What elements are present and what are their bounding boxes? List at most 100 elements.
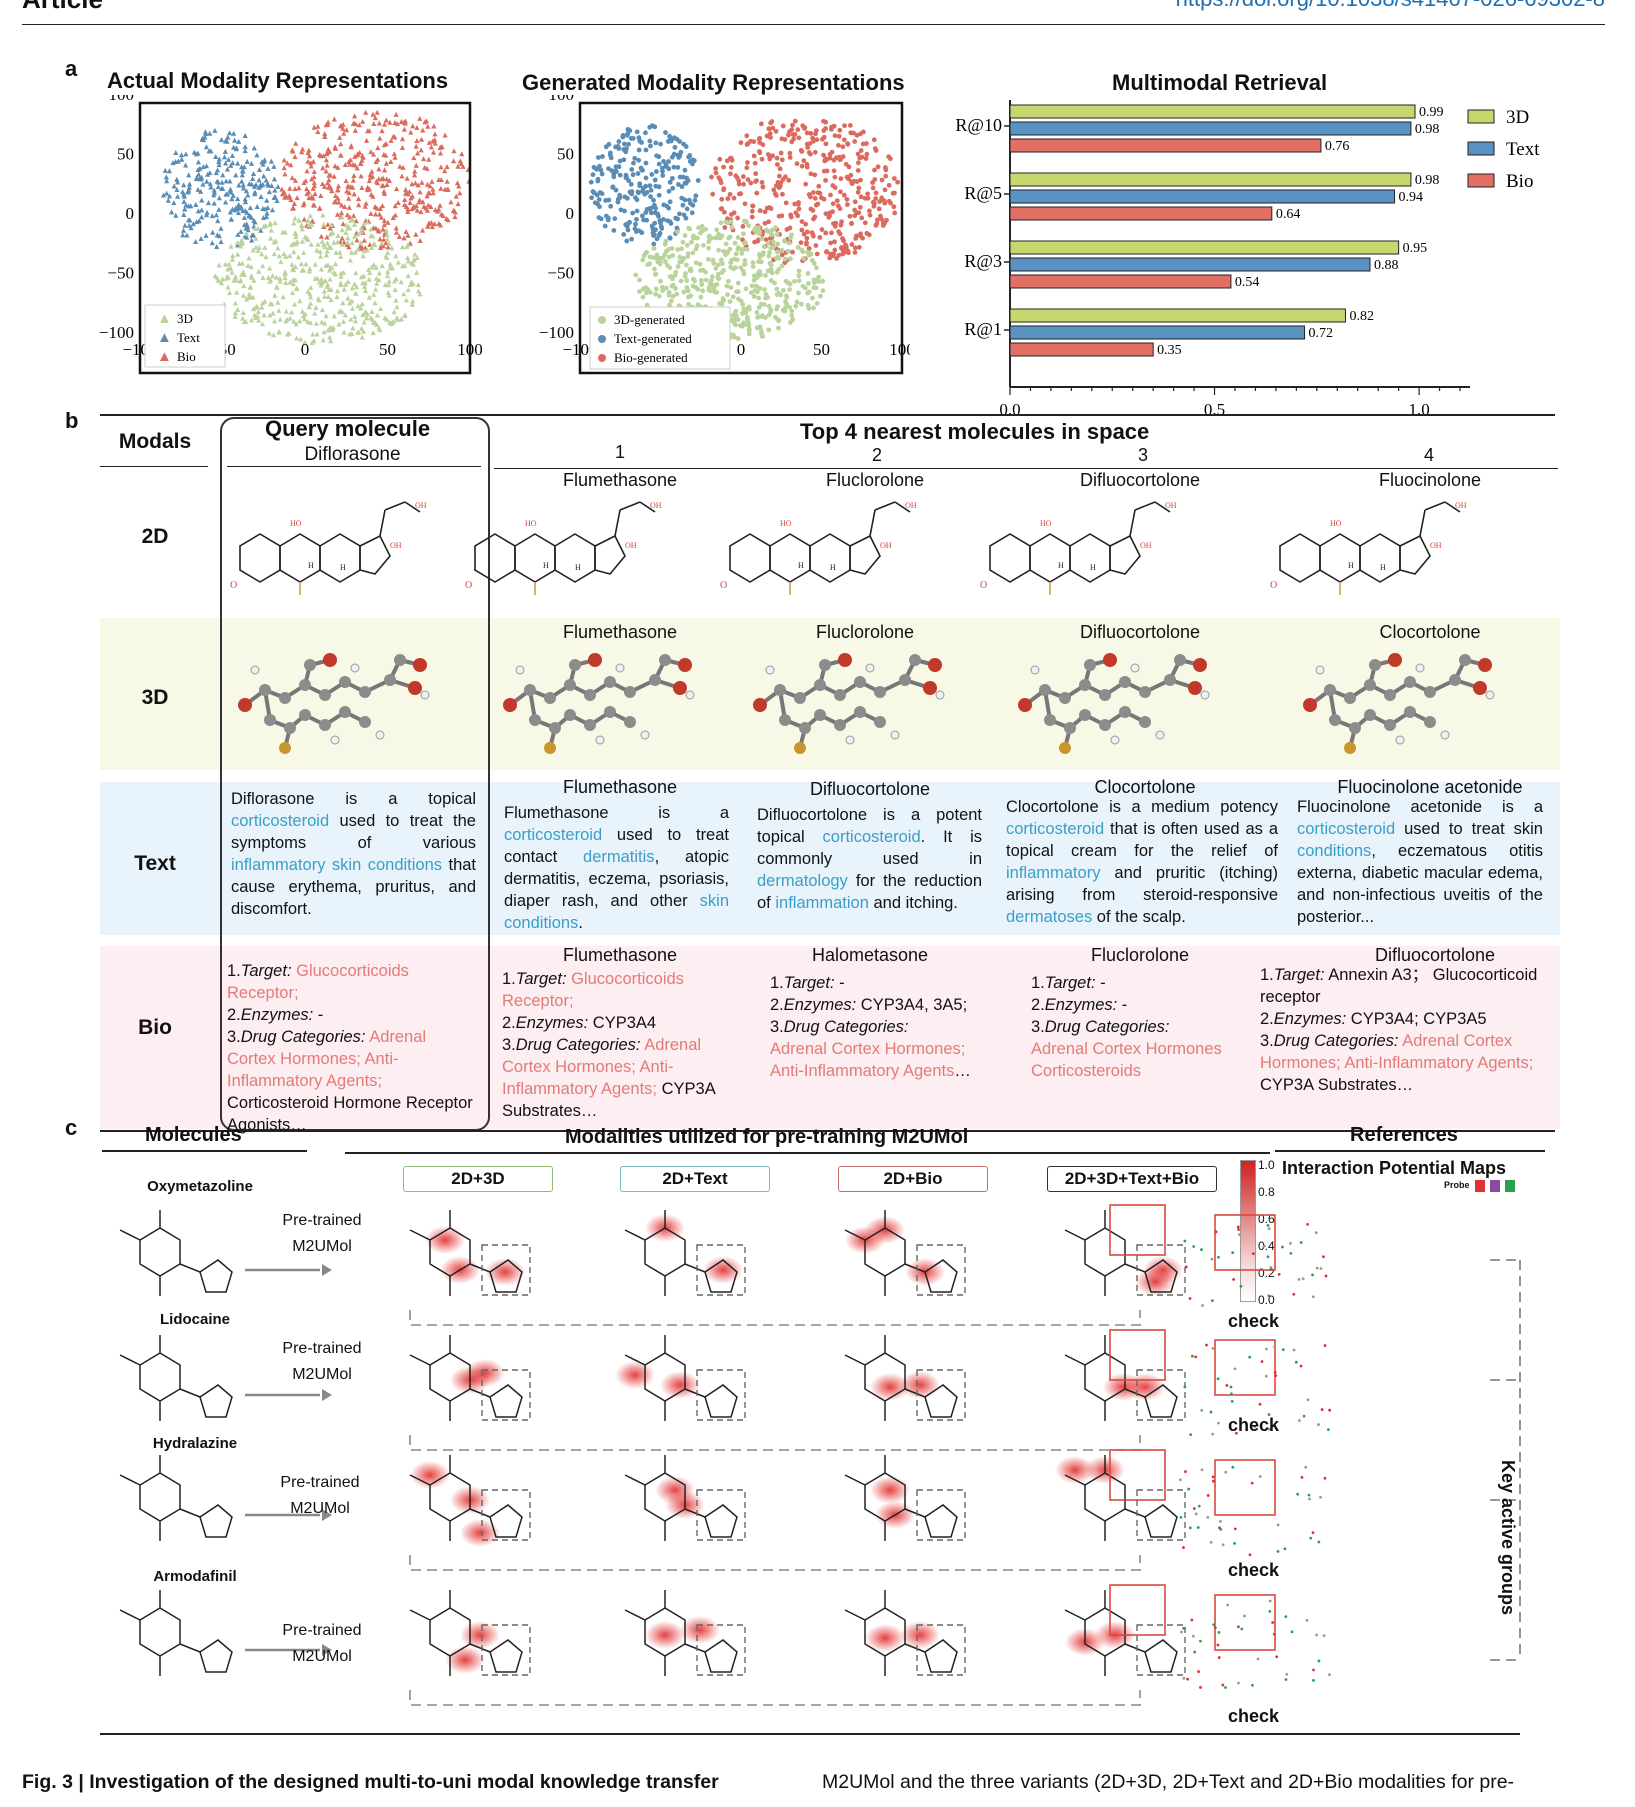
attention-hotspot <box>425 1226 465 1254</box>
interaction-dot <box>1243 1614 1246 1618</box>
interaction-dot <box>1302 1414 1306 1418</box>
attention-hotspot <box>445 1646 485 1674</box>
interaction-dot <box>1307 1493 1311 1497</box>
interaction-dot <box>1322 1255 1325 1259</box>
interaction-dot <box>1312 1679 1315 1682</box>
interaction-dot <box>1258 1475 1262 1478</box>
interaction-dot <box>1209 1410 1213 1414</box>
interaction-dot <box>1211 1432 1215 1436</box>
attention-colorbar <box>1240 1160 1256 1302</box>
interaction-dot <box>1238 1233 1241 1237</box>
legend-label: Bio <box>1506 171 1533 192</box>
interaction-dot <box>1285 1672 1289 1676</box>
name-3d-1: Flumethasone <box>562 622 678 642</box>
interaction-dot <box>1233 1367 1237 1371</box>
interaction-dot <box>1260 1360 1264 1363</box>
interaction-dot <box>1323 1476 1327 1480</box>
attention-hotspot <box>900 1621 940 1649</box>
interaction-dot <box>1217 1421 1220 1425</box>
attention-hotspot <box>1135 1268 1175 1296</box>
interaction-dot <box>1210 1299 1214 1303</box>
arrow-head <box>322 1509 332 1521</box>
ipm-title: Interaction Potential Maps <box>1282 1158 1507 1178</box>
tag-all: 2D+3D+Text+Bio <box>1047 1166 1217 1192</box>
interaction-dot <box>1306 1398 1310 1402</box>
bar-value-label: 0.54 <box>1235 275 1260 290</box>
interaction-dot <box>1211 1475 1215 1479</box>
arrow-head <box>322 1389 332 1401</box>
bar-value-label: 0.76 <box>1325 139 1350 154</box>
query-name: Diflorasone <box>304 444 401 465</box>
bar-value-label: 0.95 <box>1403 241 1428 256</box>
name-bio-1: Flumethasone <box>562 945 678 965</box>
text-query: Diflorasone is a topical corticosteroid … <box>231 790 477 918</box>
interaction-dot <box>1237 1228 1240 1231</box>
interaction-dot <box>1273 1370 1277 1374</box>
interaction-dot <box>1239 1284 1243 1288</box>
interaction-dot <box>1322 1634 1326 1638</box>
attention-hotspot <box>680 1616 720 1644</box>
interaction-dot <box>1187 1487 1191 1491</box>
arrow-head <box>322 1644 332 1656</box>
panel-c-bottom-rule <box>100 1733 1520 1735</box>
interaction-dot <box>1179 1515 1183 1519</box>
interaction-dot <box>1188 1526 1192 1530</box>
interaction-dot <box>1229 1385 1233 1389</box>
tsne-actual-plot: −100−50050100100500−50−100 ▲ 3D ▲ Text ▲… <box>99 95 483 375</box>
interaction-dot <box>1199 1686 1202 1689</box>
interaction-dot <box>1186 1677 1190 1681</box>
molecule-structure <box>119 1209 233 1297</box>
interaction-dot <box>1296 1492 1300 1496</box>
interaction-dot <box>1308 1497 1311 1501</box>
interaction-dot <box>1301 1277 1305 1281</box>
x-tick-label: 0 <box>301 340 310 359</box>
name-3d-2: Fluclorolone <box>815 622 915 642</box>
interaction-dot <box>1248 1355 1252 1359</box>
interaction-dot <box>1194 1355 1198 1359</box>
interaction-dot <box>1289 1252 1293 1255</box>
interaction-dot <box>1314 1231 1318 1235</box>
interaction-dot <box>1250 1481 1254 1485</box>
interaction-dot <box>1200 1408 1204 1412</box>
y-tick-label: −50 <box>547 264 574 283</box>
interaction-dot <box>1284 1615 1288 1619</box>
reference-zoom-box <box>1109 1329 1166 1381</box>
legend-label: 3D <box>1506 107 1529 128</box>
interaction-dot <box>1326 1428 1330 1432</box>
doi-link[interactable]: https://doi.org/10.1038/s41467-026-69302… <box>1176 0 1605 12</box>
check-connector <box>409 1690 1141 1706</box>
attention-hotspot <box>703 1256 743 1284</box>
bar-value-label: 0.82 <box>1349 309 1374 324</box>
y-tick-label: 0 <box>126 204 135 223</box>
interaction-dot <box>1253 1424 1257 1428</box>
interaction-dot <box>1237 1681 1240 1685</box>
bar-value-label: 0.72 <box>1309 326 1334 341</box>
interaction-dot <box>1214 1230 1218 1234</box>
bar <box>1009 274 1232 289</box>
category-label: R@1 <box>964 319 1002 339</box>
interaction-dot <box>1299 1364 1303 1368</box>
text-4: Fluocinolone acetonide is a corticostero… <box>1297 798 1543 926</box>
interaction-dot <box>1184 1265 1188 1269</box>
bar <box>1009 104 1416 119</box>
x-tick-label: 50 <box>379 340 396 359</box>
interaction-dot <box>1298 1419 1301 1422</box>
bar-value-label: 0.64 <box>1276 207 1301 222</box>
name-2d-1: Flumethasone <box>562 470 678 490</box>
bar <box>1009 308 1346 323</box>
y-tick-label: 100 <box>109 95 135 104</box>
interaction-dot <box>1297 1278 1301 1281</box>
interaction-dot <box>1180 1630 1183 1634</box>
legend-text-generated: Text-generated <box>614 331 692 346</box>
interaction-dot <box>1277 1273 1281 1276</box>
panel-a-letter: a <box>65 56 78 81</box>
rank-2: 2 <box>871 445 882 465</box>
legend-bio-generated: Bio-generated <box>614 350 688 365</box>
caption-left: Fig. 3 | Investigation of the designed m… <box>22 1771 719 1793</box>
name-text-4: Fluocinolone acetonide <box>1337 777 1523 797</box>
interaction-dot <box>1200 1468 1204 1472</box>
name-text-3: Clocortolone <box>1094 777 1196 797</box>
attention-hotspot <box>1055 1456 1095 1484</box>
attention-hotspot <box>485 1258 525 1286</box>
interaction-dot <box>1236 1225 1240 1229</box>
